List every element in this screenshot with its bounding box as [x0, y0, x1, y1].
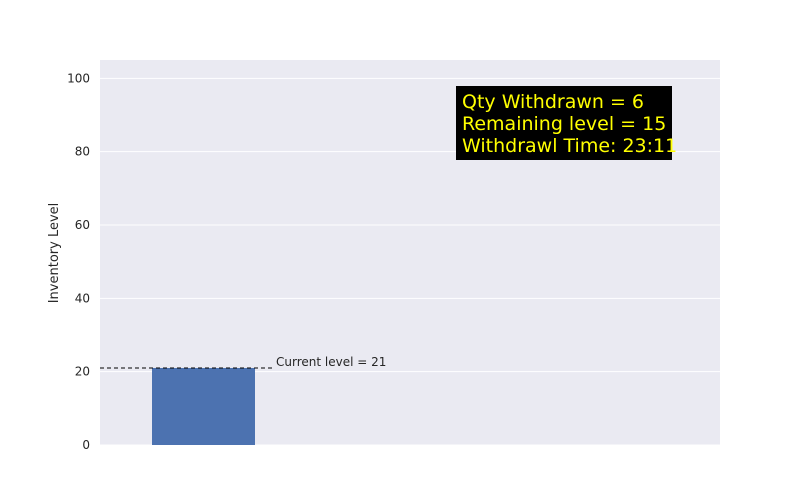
y-axis-label: Inventory Level [47, 203, 62, 304]
current-level-label: Current level = 21 [276, 355, 386, 369]
y-tick-label-80: 80 [75, 145, 90, 159]
withdrawal-info-box: Qty Withdrawn = 6 Remaining level = 15 W… [456, 86, 677, 160]
y-axis-ticks: 0 20 40 60 80 100 [67, 71, 90, 452]
info-qty-withdrawn: Qty Withdrawn = 6 [462, 91, 644, 113]
y-tick-label-20: 20 [75, 365, 90, 379]
y-tick-label-100: 100 [67, 71, 90, 85]
info-box-background [456, 86, 672, 160]
info-withdrawal-time: Withdrawl Time: 23:11 [462, 135, 677, 157]
y-tick-label-0: 0 [82, 438, 90, 452]
bars [152, 368, 255, 445]
y-tick-label-40: 40 [75, 291, 90, 305]
bar-0 [152, 368, 255, 445]
info-remaining-level: Remaining level = 15 [462, 113, 666, 135]
y-tick-label-60: 60 [75, 218, 90, 232]
